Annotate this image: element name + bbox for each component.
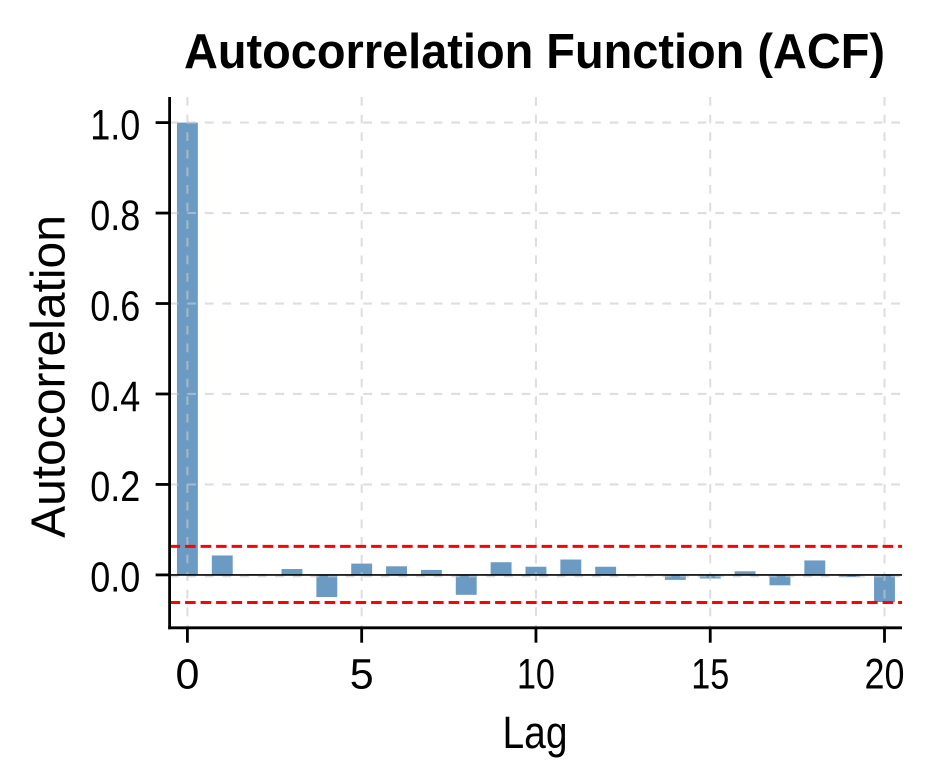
svg-text:0.6: 0.6 [90, 282, 140, 330]
svg-text:0.0: 0.0 [90, 554, 140, 602]
svg-text:15: 15 [691, 651, 729, 699]
svg-text:0.8: 0.8 [90, 192, 140, 240]
svg-text:0: 0 [175, 651, 199, 699]
svg-text:20: 20 [865, 651, 905, 699]
svg-text:Autocorrelation: Autocorrelation [23, 215, 76, 538]
svg-text:0.2: 0.2 [90, 463, 140, 511]
svg-text:5: 5 [350, 651, 374, 699]
svg-text:10: 10 [517, 651, 555, 699]
svg-text:Autocorrelation Function (ACF): Autocorrelation Function (ACF) [184, 25, 885, 79]
svg-text:Lag: Lag [503, 707, 568, 758]
svg-text:1.0: 1.0 [90, 101, 140, 149]
svg-text:0.4: 0.4 [90, 373, 140, 421]
